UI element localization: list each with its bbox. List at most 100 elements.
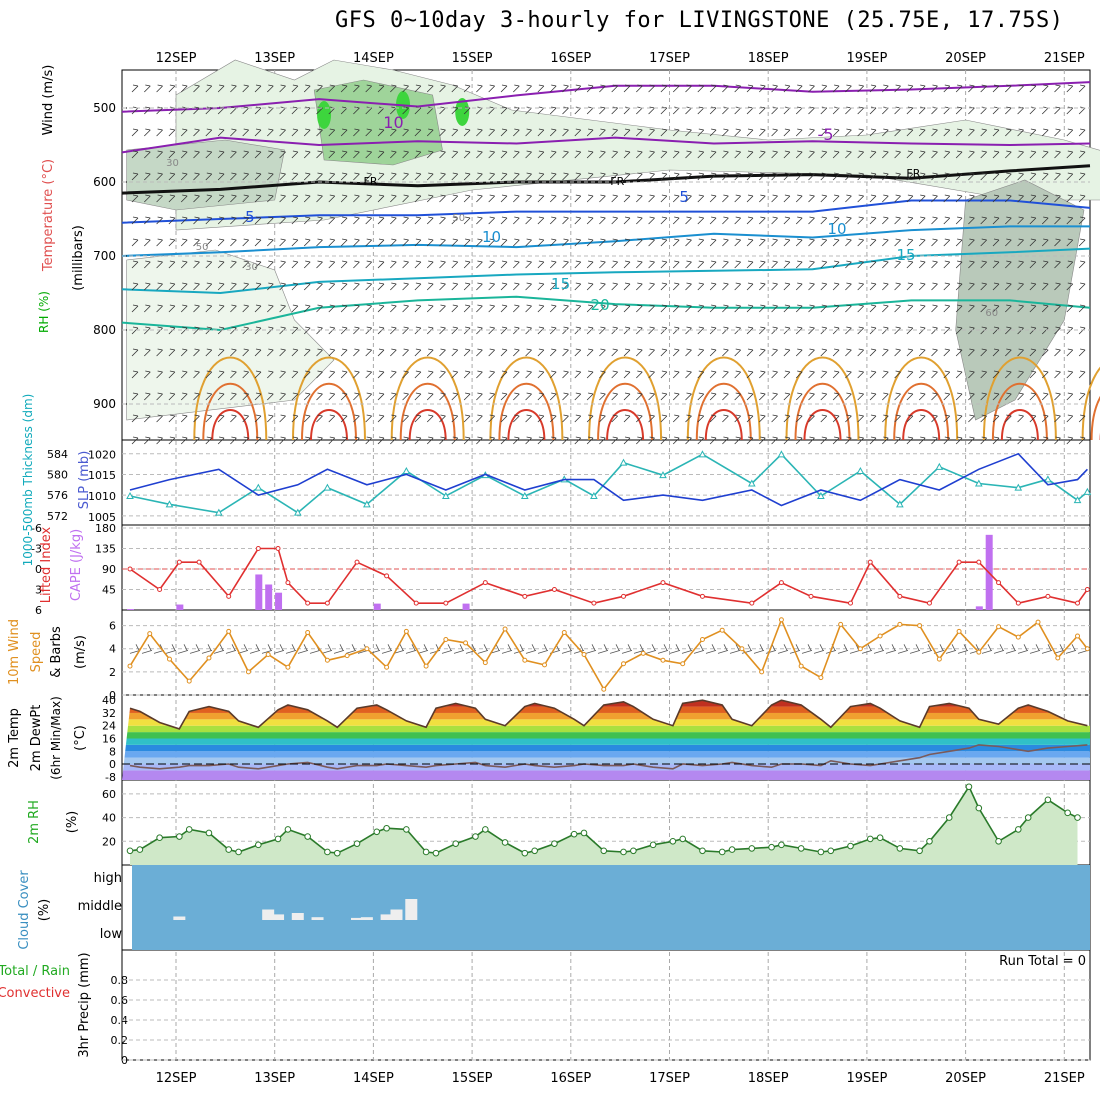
wind10m-speed-point xyxy=(522,657,528,663)
wind-barb xyxy=(869,304,877,313)
slp-point xyxy=(214,508,223,516)
wind-barb xyxy=(463,172,471,181)
wind-barb xyxy=(1005,436,1012,445)
wind-barb xyxy=(734,216,741,225)
wind-barb xyxy=(267,348,274,357)
wind10m-label-1: 10m Wind xyxy=(7,619,22,685)
wind-barb xyxy=(414,216,422,225)
wind-barb xyxy=(1005,392,1012,401)
wind-barb xyxy=(168,194,176,203)
wind-barb xyxy=(746,84,754,93)
wind-barb xyxy=(771,282,778,291)
wind-barb xyxy=(943,326,951,335)
wind-barb xyxy=(402,216,409,225)
contour-label: FR xyxy=(906,167,920,180)
temp-tick-label: 16 xyxy=(102,733,116,746)
wind-barb xyxy=(783,348,791,357)
wind-barb xyxy=(955,392,963,401)
wind-barb xyxy=(672,238,680,247)
wind-barb xyxy=(648,106,655,115)
wind-barb xyxy=(1066,260,1074,269)
wind-barb xyxy=(697,150,705,159)
wind-barb xyxy=(353,370,360,379)
wind-barb xyxy=(882,348,889,357)
wind-barb xyxy=(943,414,951,423)
wind-barb xyxy=(180,348,188,357)
wind-barb xyxy=(906,348,914,357)
wind-barb xyxy=(636,326,643,335)
rh2m-unit: (%) xyxy=(65,811,80,834)
wind-barb xyxy=(451,150,459,159)
lifted-index-point xyxy=(976,559,982,565)
wind-barb xyxy=(857,150,864,159)
wind-barb xyxy=(709,238,717,247)
wind-barb xyxy=(992,150,1000,159)
wind-barb xyxy=(365,128,372,137)
wind-barb xyxy=(377,128,385,137)
wind-barb xyxy=(156,128,163,137)
wind-barb xyxy=(279,260,286,269)
wind-barb xyxy=(783,260,791,269)
wind-barb xyxy=(857,84,864,93)
wind-barb xyxy=(685,172,692,181)
rh2m-point xyxy=(768,843,775,851)
wind-barb xyxy=(267,172,274,181)
wind-barb xyxy=(156,304,163,313)
date-label-top: 20SEP xyxy=(945,51,986,66)
wind-barb xyxy=(254,348,262,357)
wind-barb xyxy=(599,370,606,379)
wind-barb xyxy=(906,260,914,269)
wind-barb xyxy=(1054,304,1061,313)
temp-contour-5 xyxy=(121,199,1091,224)
date-label-bottom: 14SEP xyxy=(353,1071,394,1086)
wind10m-barb xyxy=(417,644,429,654)
wind-barb xyxy=(500,238,508,247)
wind-barb xyxy=(857,216,864,225)
wind-barb xyxy=(709,414,717,423)
wind10m-barb xyxy=(909,644,921,654)
temp-band xyxy=(122,732,1090,739)
wind-barb xyxy=(832,194,840,203)
temp-tick-label: 0 xyxy=(109,758,116,771)
wind-barb xyxy=(857,348,864,357)
wind-barb xyxy=(697,392,705,401)
wind-barb xyxy=(390,216,397,225)
wind-barb xyxy=(672,370,680,379)
wind-barb xyxy=(525,238,532,247)
slp-point xyxy=(1014,483,1023,491)
li-label: Lifted Index xyxy=(39,526,54,603)
rh-shade-area xyxy=(955,179,1085,421)
wind-barb xyxy=(697,304,705,313)
wind-barb xyxy=(1005,150,1012,159)
wind-barb xyxy=(771,216,778,225)
wind10m-speed-point xyxy=(127,663,133,669)
wind-barb xyxy=(882,370,889,379)
wind-barb xyxy=(131,392,139,401)
wind-barb xyxy=(180,84,188,93)
slp-point xyxy=(747,479,756,487)
wind-barb xyxy=(168,392,176,401)
wind-barb xyxy=(242,128,249,137)
wind-barb xyxy=(1005,282,1012,291)
cloud-bar xyxy=(262,909,275,920)
wind-barb xyxy=(242,326,249,335)
precip-run-total: Run Total = 0 xyxy=(999,954,1086,969)
wind-barb xyxy=(759,238,766,247)
wind10m-speed-point xyxy=(384,664,390,670)
wind-barb xyxy=(980,150,987,159)
rh2m-point xyxy=(373,828,381,836)
wind-barb xyxy=(500,348,508,357)
pressure-tick-label: 800 xyxy=(93,323,116,337)
wind-barb xyxy=(328,370,336,379)
rh2m-point xyxy=(965,783,973,791)
wind-barb xyxy=(513,436,520,445)
wind-barb xyxy=(230,282,237,291)
wind-barb xyxy=(131,216,139,225)
rh2m-point xyxy=(176,833,183,840)
wind10m-barb xyxy=(1041,644,1053,654)
wind-barb xyxy=(365,216,372,225)
lifted-index-point xyxy=(1084,587,1090,592)
lifted-index-point xyxy=(275,546,281,551)
wind-barb xyxy=(955,282,963,291)
wind10m-speed-line xyxy=(129,617,1089,691)
